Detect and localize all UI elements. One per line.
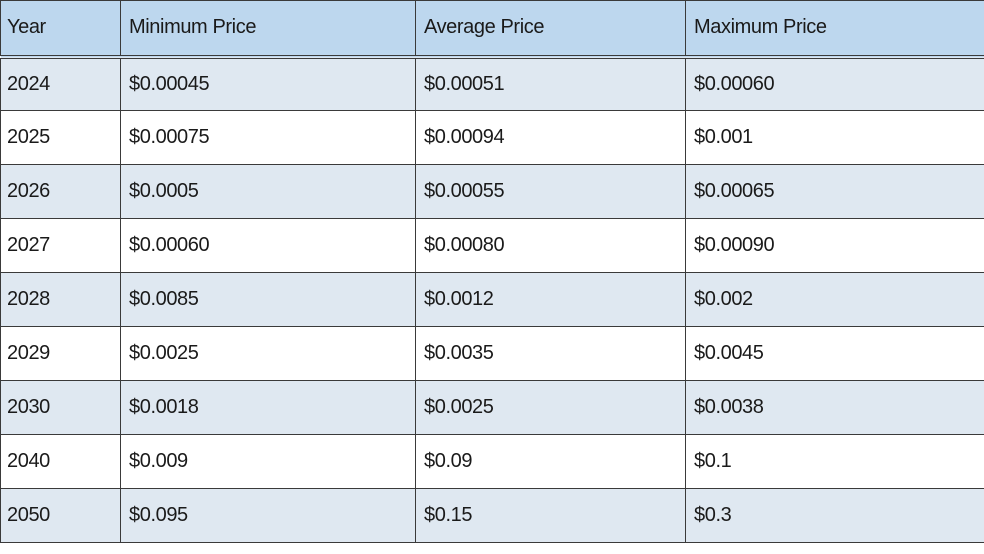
cell-average-price: $0.00080 xyxy=(415,218,686,273)
cell-year: 2050 xyxy=(0,488,121,543)
header-row: Year Minimum Price Average Price Maximum… xyxy=(0,0,984,59)
cell-average-price: $0.00055 xyxy=(415,164,686,219)
cell-minimum-price: $0.0018 xyxy=(120,380,416,435)
cell-minimum-price: $0.00045 xyxy=(120,56,416,111)
header-year: Year xyxy=(0,0,121,59)
cell-minimum-price: $0.009 xyxy=(120,434,416,489)
cell-minimum-price: $0.00075 xyxy=(120,110,416,165)
cell-maximum-price: $0.1 xyxy=(685,434,984,489)
cell-year: 2029 xyxy=(0,326,121,381)
table-row: 2025 $0.00075 $0.00094 $0.001 xyxy=(0,110,984,165)
cell-maximum-price: $0.0045 xyxy=(685,326,984,381)
header-minimum-price: Minimum Price xyxy=(120,0,416,59)
cell-average-price: $0.0012 xyxy=(415,272,686,327)
cell-average-price: $0.0035 xyxy=(415,326,686,381)
table-row: 2028 $0.0085 $0.0012 $0.002 xyxy=(0,272,984,327)
cell-average-price: $0.00051 xyxy=(415,56,686,111)
table-row: 2040 $0.009 $0.09 $0.1 xyxy=(0,434,984,489)
header-average-price: Average Price xyxy=(415,0,686,59)
cell-year: 2027 xyxy=(0,218,121,273)
table-row: 2027 $0.00060 $0.00080 $0.00090 xyxy=(0,218,984,273)
cell-minimum-price: $0.095 xyxy=(120,488,416,543)
cell-minimum-price: $0.0025 xyxy=(120,326,416,381)
table-body: 2024 $0.00045 $0.00051 $0.00060 2025 $0.… xyxy=(0,56,984,543)
cell-average-price: $0.0025 xyxy=(415,380,686,435)
cell-maximum-price: $0.002 xyxy=(685,272,984,327)
cell-average-price: $0.00094 xyxy=(415,110,686,165)
cell-year: 2026 xyxy=(0,164,121,219)
cell-maximum-price: $0.00065 xyxy=(685,164,984,219)
cell-maximum-price: $0.0038 xyxy=(685,380,984,435)
cell-average-price: $0.09 xyxy=(415,434,686,489)
cell-average-price: $0.15 xyxy=(415,488,686,543)
header-maximum-price: Maximum Price xyxy=(685,0,984,59)
cell-minimum-price: $0.0085 xyxy=(120,272,416,327)
table-row: 2024 $0.00045 $0.00051 $0.00060 xyxy=(0,56,984,111)
cell-maximum-price: $0.001 xyxy=(685,110,984,165)
cell-maximum-price: $0.00060 xyxy=(685,56,984,111)
table-row: 2050 $0.095 $0.15 $0.3 xyxy=(0,488,984,543)
cell-year: 2024 xyxy=(0,56,121,111)
cell-year: 2028 xyxy=(0,272,121,327)
table-row: 2026 $0.0005 $0.00055 $0.00065 xyxy=(0,164,984,219)
table-row: 2029 $0.0025 $0.0035 $0.0045 xyxy=(0,326,984,381)
table-row: 2030 $0.0018 $0.0025 $0.0038 xyxy=(0,380,984,435)
cell-maximum-price: $0.3 xyxy=(685,488,984,543)
table-header: Year Minimum Price Average Price Maximum… xyxy=(0,0,984,59)
cell-maximum-price: $0.00090 xyxy=(685,218,984,273)
cell-minimum-price: $0.0005 xyxy=(120,164,416,219)
cell-year: 2040 xyxy=(0,434,121,489)
cell-minimum-price: $0.00060 xyxy=(120,218,416,273)
cell-year: 2030 xyxy=(0,380,121,435)
cell-year: 2025 xyxy=(0,110,121,165)
